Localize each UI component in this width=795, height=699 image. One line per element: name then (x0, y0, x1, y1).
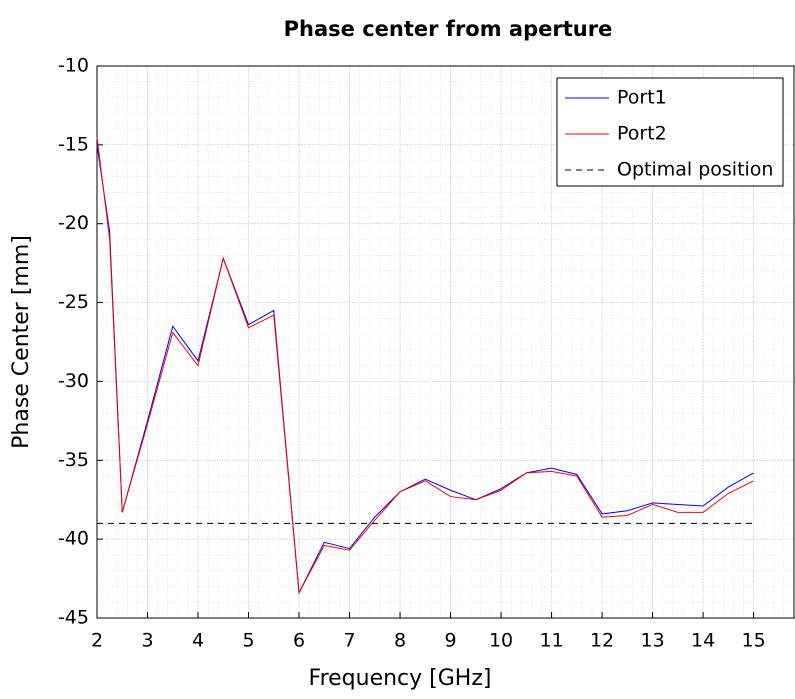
y-axis-label: Phase Center [mm] (9, 235, 34, 449)
x-tick-label: 12 (590, 630, 614, 652)
x-tick-label: 15 (742, 630, 766, 652)
x-axis-label: Frequency [GHz] (309, 666, 492, 691)
series-line (96, 136, 754, 595)
x-tick-label: 2 (91, 630, 103, 652)
y-tick-label: -45 (58, 607, 89, 629)
legend-label: Optimal position (617, 159, 773, 181)
y-tick-label: -15 (58, 133, 89, 155)
x-tick-label: 6 (293, 630, 305, 652)
y-tick-label: -35 (58, 449, 89, 471)
x-tick-label: 11 (539, 630, 563, 652)
x-tick-label: 3 (141, 630, 153, 652)
y-tick-label: -10 (58, 55, 89, 77)
y-tick-label: -30 (58, 370, 89, 392)
y-tick-label: -25 (58, 291, 89, 313)
x-tick-label: 4 (192, 630, 204, 652)
series-line (96, 144, 754, 595)
x-tick-label: 7 (343, 630, 355, 652)
y-tick-label: -20 (58, 212, 89, 234)
plot-frame (96, 65, 795, 619)
x-tick-label: 9 (445, 630, 457, 652)
x-tick-label: 14 (691, 630, 715, 652)
x-tick-label: 10 (489, 630, 513, 652)
legend-box (556, 77, 784, 187)
x-tick-label: 5 (242, 630, 254, 652)
x-tick-label: 8 (394, 630, 406, 652)
legend: Port1 Port2 Optimal position (556, 77, 784, 187)
chart-title: Phase center from aperture (284, 17, 613, 41)
x-tick-label: 13 (640, 630, 664, 652)
legend-label: Port2 (617, 123, 667, 145)
y-tick-label: -40 (58, 528, 89, 550)
legend-label: Port1 (617, 87, 667, 109)
